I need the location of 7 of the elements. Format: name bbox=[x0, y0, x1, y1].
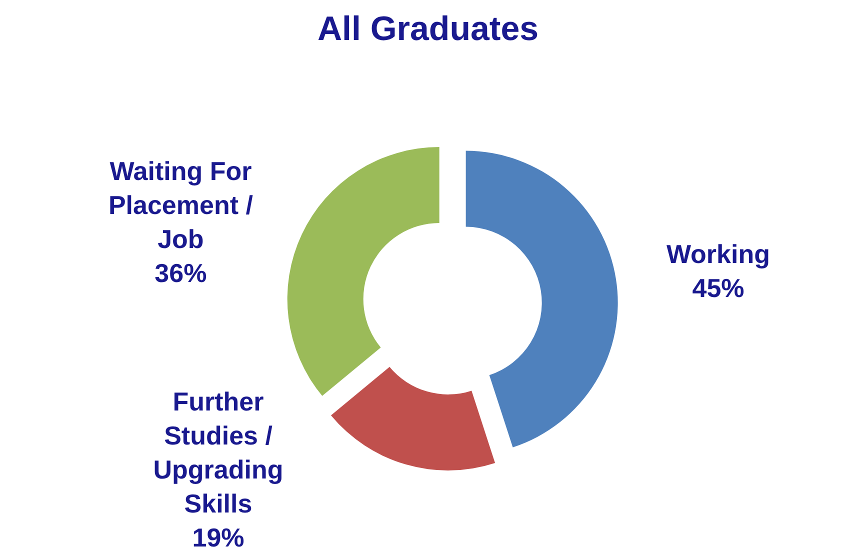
slice-label: Waiting For Placement / Job bbox=[108, 156, 253, 254]
slice-label: Working bbox=[666, 239, 770, 270]
slice-label: Further Studies / Upgrading Skills bbox=[153, 386, 284, 518]
data-label: 45% bbox=[692, 273, 744, 304]
data-label: 36% bbox=[154, 258, 207, 288]
chart-title: All Graduates bbox=[316, 10, 540, 49]
data-label: 19% bbox=[192, 522, 244, 552]
